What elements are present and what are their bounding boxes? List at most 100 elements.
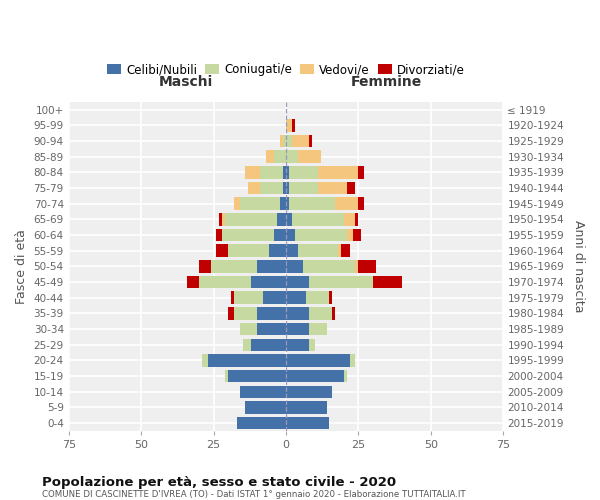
Bar (329, 292, 332, 304)
Bar (335, 198, 358, 210)
Bar (283, 182, 286, 194)
Bar (245, 166, 260, 178)
Bar (306, 292, 329, 304)
Bar (344, 213, 355, 226)
Bar (274, 150, 286, 163)
Bar (251, 338, 286, 351)
Bar (277, 213, 286, 226)
Bar (309, 276, 373, 288)
Bar (373, 276, 402, 288)
Bar (187, 276, 199, 288)
Bar (234, 198, 239, 210)
Bar (286, 370, 344, 382)
Bar (257, 307, 286, 320)
Bar (222, 229, 274, 241)
Bar (260, 166, 283, 178)
Bar (286, 276, 309, 288)
Y-axis label: Fasce di età: Fasce di età (15, 229, 28, 304)
Bar (274, 229, 286, 241)
Bar (292, 213, 344, 226)
Bar (347, 182, 355, 194)
Bar (231, 292, 234, 304)
Bar (257, 323, 286, 336)
Bar (225, 213, 277, 226)
Bar (242, 338, 251, 351)
Bar (286, 386, 332, 398)
Bar (309, 135, 312, 147)
Bar (280, 198, 286, 210)
Bar (286, 135, 292, 147)
Bar (225, 370, 228, 382)
Bar (269, 244, 286, 257)
Bar (318, 182, 347, 194)
Bar (286, 166, 289, 178)
Bar (234, 292, 263, 304)
Bar (358, 166, 364, 178)
Bar (266, 150, 274, 163)
Bar (358, 198, 364, 210)
Bar (217, 229, 222, 241)
Bar (263, 292, 286, 304)
Bar (295, 229, 347, 241)
Bar (353, 229, 361, 241)
Bar (341, 244, 350, 257)
Bar (318, 166, 358, 178)
Bar (304, 260, 355, 272)
Bar (309, 323, 326, 336)
Bar (286, 338, 309, 351)
Bar (350, 354, 355, 366)
Bar (289, 166, 318, 178)
Bar (202, 354, 208, 366)
Bar (286, 401, 326, 413)
Bar (286, 307, 309, 320)
Bar (239, 323, 257, 336)
Bar (286, 213, 292, 226)
Bar (286, 354, 350, 366)
Y-axis label: Anni di nascita: Anni di nascita (572, 220, 585, 312)
Bar (292, 135, 309, 147)
Bar (286, 260, 304, 272)
Bar (245, 401, 286, 413)
Text: COMUNE DI CASCINETTE D'IVREA (TO) - Dati ISTAT 1° gennaio 2020 - Elaborazione TU: COMUNE DI CASCINETTE D'IVREA (TO) - Dati… (42, 490, 466, 499)
Bar (286, 417, 329, 430)
Bar (355, 260, 358, 272)
Bar (289, 182, 318, 194)
Bar (260, 182, 283, 194)
Bar (251, 276, 286, 288)
Bar (286, 182, 289, 194)
Bar (344, 370, 347, 382)
Bar (199, 260, 211, 272)
Bar (309, 338, 315, 351)
Legend: Celibi/Nubili, Coniugati/e, Vedovi/e, Divorziati/e: Celibi/Nubili, Coniugati/e, Vedovi/e, Di… (103, 58, 470, 81)
Bar (239, 198, 280, 210)
Bar (234, 307, 257, 320)
Bar (286, 150, 298, 163)
Bar (228, 370, 286, 382)
Bar (309, 307, 332, 320)
Bar (286, 229, 295, 241)
Bar (237, 417, 286, 430)
Bar (199, 276, 251, 288)
Bar (292, 119, 295, 132)
Bar (347, 229, 353, 241)
Bar (286, 198, 289, 210)
Bar (220, 213, 222, 226)
Bar (286, 292, 306, 304)
Text: Maschi: Maschi (159, 74, 213, 88)
Bar (211, 260, 257, 272)
Bar (298, 244, 338, 257)
Bar (208, 354, 286, 366)
Text: Popolazione per età, sesso e stato civile - 2020: Popolazione per età, sesso e stato civil… (42, 476, 396, 489)
Bar (228, 244, 269, 257)
Bar (222, 213, 225, 226)
Bar (286, 323, 309, 336)
Bar (338, 244, 341, 257)
Bar (280, 135, 283, 147)
Bar (228, 307, 234, 320)
Bar (332, 307, 335, 320)
Bar (286, 119, 292, 132)
Bar (289, 198, 335, 210)
Bar (217, 244, 228, 257)
Bar (283, 166, 286, 178)
Bar (298, 150, 321, 163)
